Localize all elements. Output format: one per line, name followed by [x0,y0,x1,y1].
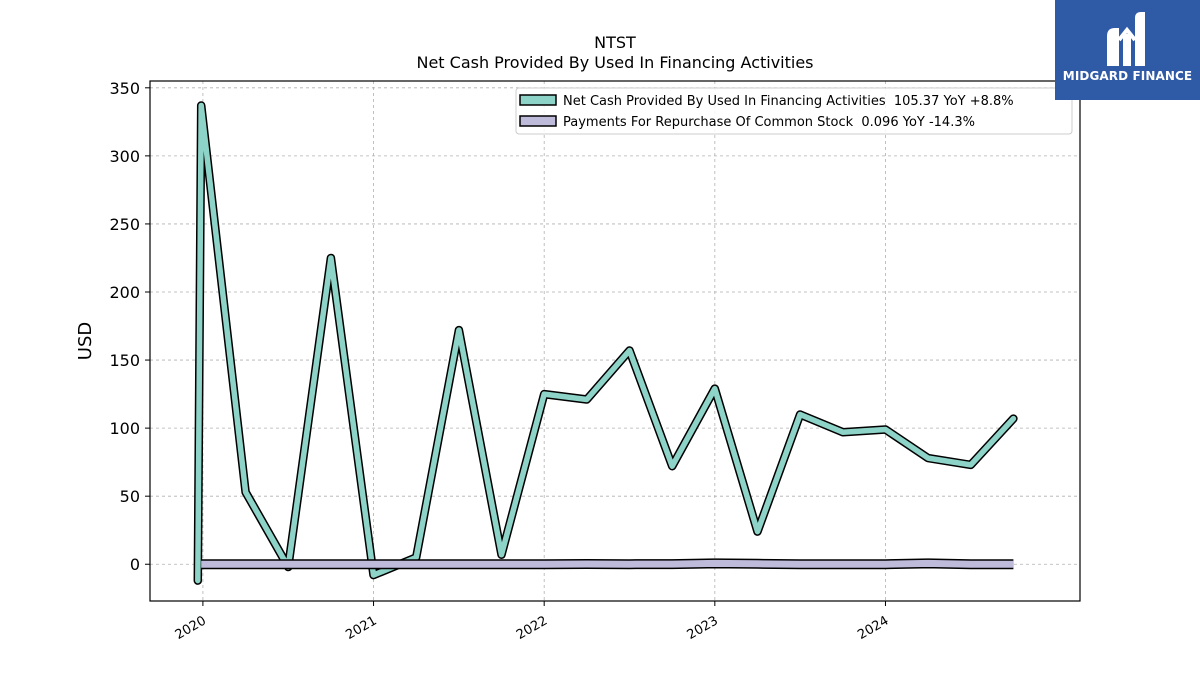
series-point-1 [628,563,631,566]
series-point-1 [585,563,588,566]
series-point-0 [628,349,631,352]
logo-text: MIDGARD FINANCE [1062,69,1193,83]
series-point-1 [457,563,460,566]
series-point-1 [543,563,546,566]
y-tick-label: 200 [109,283,140,302]
series-point-0 [543,393,546,396]
series-point-1 [500,563,503,566]
series-point-1 [415,563,418,566]
series-point-1 [200,563,203,566]
brand-logo: MIDGARD FINANCE [1055,0,1200,100]
series-point-0 [841,431,844,434]
series-point-0 [585,398,588,401]
series-point-0 [927,457,930,460]
series-point-1 [713,562,716,565]
series-point-0 [713,387,716,390]
series-point-1 [244,563,247,566]
series-point-1 [884,563,887,566]
series-point-0 [244,491,247,494]
series-point-0 [671,465,674,468]
legend-label-financing: Net Cash Provided By Used In Financing A… [563,94,1014,109]
series-line-1 [201,559,1014,568]
y-axis-label: USD [75,322,96,360]
y-tick-label: 350 [109,79,140,98]
series-point-0 [1012,417,1015,420]
series-point-0 [200,104,203,107]
y-tick-label: 0 [130,555,140,574]
x-tick-label: 2022 [514,613,550,643]
series-point-0 [457,329,460,332]
series-point-1 [969,563,972,566]
legend-swatch-financing [519,94,557,106]
chart-subtitle: Net Cash Provided By Used In Financing A… [416,53,813,72]
series-point-0 [372,574,375,577]
series-point-1 [841,563,844,566]
x-tick-label: 2023 [685,613,721,643]
chart-title: NTST [594,33,636,52]
series-point-0 [500,553,503,556]
series-point-0 [415,556,418,559]
series-point-1 [329,563,332,566]
series-point-1 [372,563,375,566]
legend-swatch-repurchase [519,115,557,127]
series-point-0 [196,579,199,582]
grid [150,81,1080,601]
legend: Net Cash Provided By Used In Financing A… [515,87,1073,135]
series-point-1 [287,563,290,566]
series-point-1 [756,562,759,565]
logo-mark-icon [1107,12,1145,66]
y-tick-label: 300 [109,147,140,166]
series-point-1 [799,563,802,566]
series-point-1 [1012,563,1015,566]
series-point-1 [671,563,674,566]
y-tick-label: 50 [120,487,140,506]
series-point-0 [329,257,332,260]
plot-frame [149,80,1081,602]
y-tick-label: 250 [109,215,140,234]
y-tick-label: 100 [109,419,140,438]
series-group [193,101,1018,585]
legend-label-repurchase: Payments For Repurchase Of Common Stock … [563,115,975,130]
series-point-0 [799,413,802,416]
series-line-0 [195,102,1017,584]
legend-box [515,87,1073,135]
x-tick-label: 2021 [343,613,379,643]
series-point-1 [927,562,930,565]
y-tick-label: 150 [109,351,140,370]
series-point-0 [884,428,887,431]
x-tick-label: 2024 [855,613,891,643]
x-tick-label: 2020 [173,613,209,643]
series-point-0 [756,530,759,533]
series-point-0 [969,463,972,466]
